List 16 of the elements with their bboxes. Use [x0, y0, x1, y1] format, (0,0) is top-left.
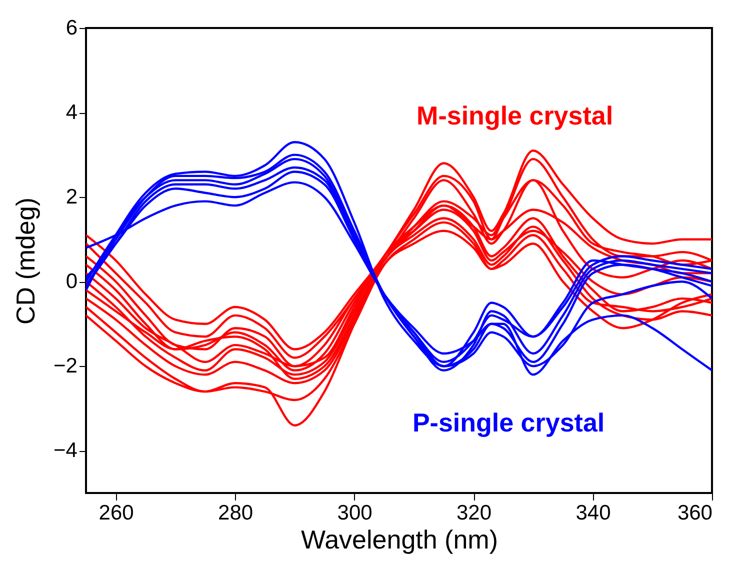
- x-tick-label: 360: [677, 502, 712, 524]
- y-axis-title: CD (mdeg): [10, 197, 41, 325]
- x-axis-title: Wavelength (nm): [301, 524, 498, 554]
- y-tick-label: 0: [66, 270, 78, 294]
- x-tick-label: 320: [456, 502, 492, 524]
- y-tick-label: 4: [66, 101, 78, 124]
- x-tick-label: 280: [218, 502, 254, 524]
- x-tick-label: 260: [98, 502, 134, 524]
- y-tick-label: 2: [66, 186, 78, 209]
- y-tick-label: −4: [54, 439, 78, 462]
- annotation: M-single crystal: [416, 100, 614, 130]
- y-tick-label: −2: [54, 354, 78, 378]
- annotation: P-single crystal: [412, 407, 605, 438]
- x-tick-label: 300: [337, 502, 372, 524]
- y-tick-label: 6: [66, 16, 78, 40]
- x-tick-label: 340: [576, 502, 611, 524]
